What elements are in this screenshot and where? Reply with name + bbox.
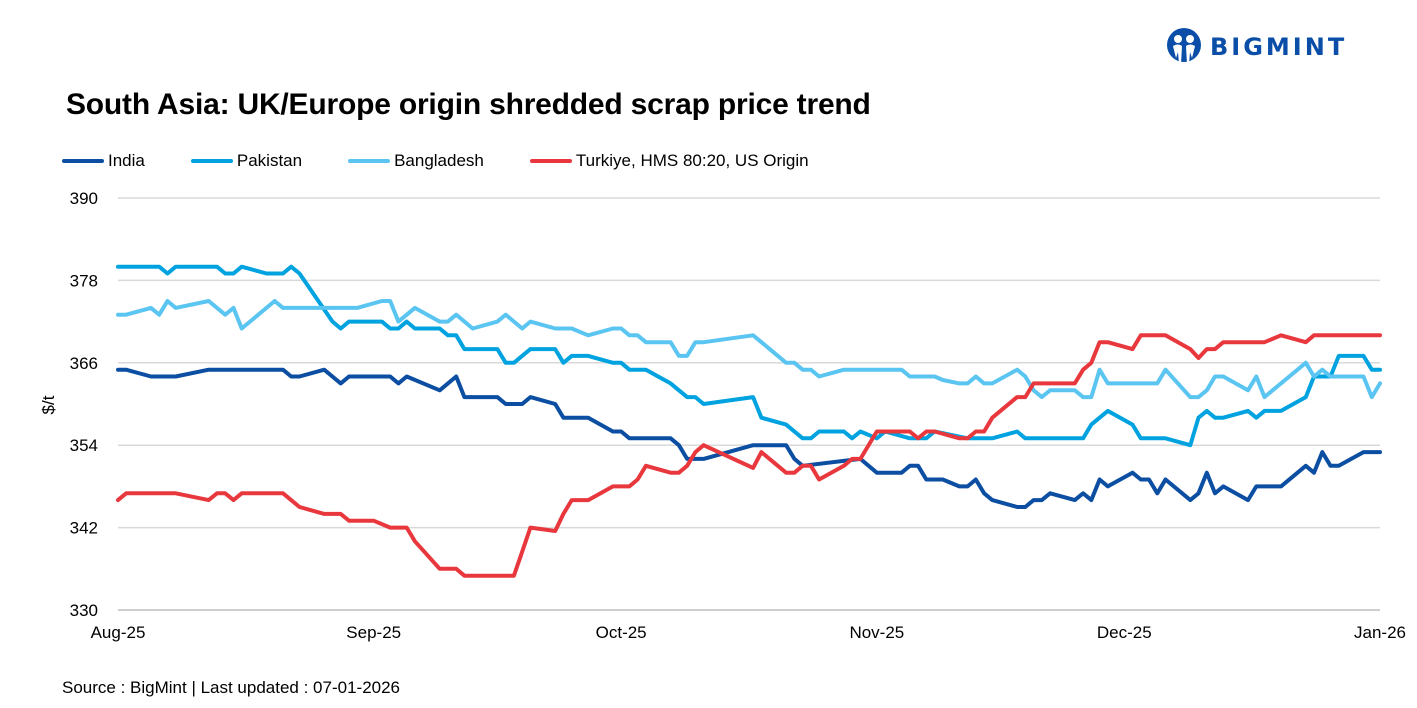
x-tick-label: Sep-25	[346, 623, 401, 642]
legend-swatch	[62, 159, 104, 163]
y-tick-label: 378	[70, 271, 98, 290]
bigmint-logo: BIGMINT	[1166, 28, 1347, 66]
y-tick-label: 390	[70, 189, 98, 208]
x-axis-ticks: Aug-25 Sep-25 Oct-25 Nov-25 Dec-25 Jan-26	[91, 623, 1406, 642]
legend: India Pakistan Bangladesh Turkiye, HMS 80:2…	[62, 151, 855, 171]
y-axis-ticks: 330 342 354 366 378 390	[70, 189, 98, 620]
legend-swatch	[348, 159, 391, 163]
x-tick-label: Jan-26	[1354, 623, 1406, 642]
series-line-turkiye-hms-80-20-us-origin	[116, 333, 1382, 578]
people-logo-icon	[1167, 28, 1201, 64]
legend-item: India	[62, 151, 145, 171]
y-tick-label: 342	[70, 519, 98, 538]
legend-label: Pakistan	[236, 151, 303, 170]
legend-label: Turkiye, HMS 80:20, US Origin	[575, 151, 809, 170]
legend-item: Bangladesh	[348, 151, 484, 171]
series-lines	[116, 264, 1382, 578]
legend-swatch	[190, 159, 233, 163]
legend-swatch	[529, 159, 572, 163]
source-note: Source : BigMint | Last updated : 07-01-…	[62, 678, 401, 697]
x-tick-label: Aug-25	[91, 623, 146, 642]
brand-name: BIGMINT	[1210, 33, 1348, 61]
legend-label: India	[108, 151, 145, 170]
legend-label: Bangladesh	[394, 151, 484, 170]
y-tick-label: 354	[70, 436, 98, 455]
y-tick-label: 330	[70, 601, 98, 620]
series-line-bangladesh	[116, 299, 1382, 400]
y-axis-label: $/t	[39, 395, 58, 414]
y-tick-label: 366	[70, 354, 98, 373]
legend-item: Turkiye, HMS 80:20, US Origin	[529, 151, 809, 171]
chart-title: South Asia: UK/Europe origin shredded sc…	[66, 88, 871, 121]
x-tick-label: Dec-25	[1097, 623, 1152, 642]
series-line-india	[116, 367, 1382, 509]
x-tick-label: Oct-25	[596, 623, 647, 642]
gridlines	[118, 197, 1380, 611]
series-line-pakistan	[116, 264, 1382, 448]
legend-item: Pakistan	[190, 151, 303, 171]
x-tick-label: Nov-25	[849, 623, 904, 642]
